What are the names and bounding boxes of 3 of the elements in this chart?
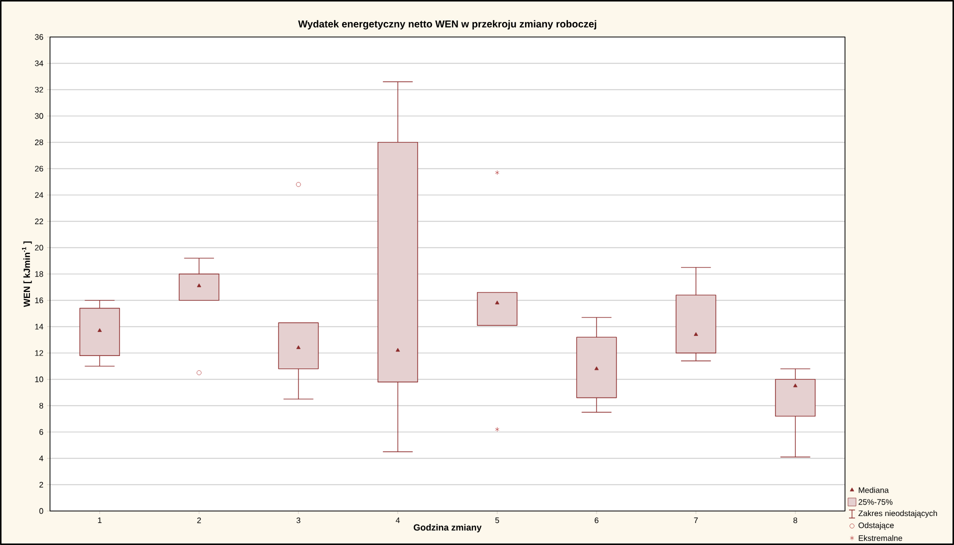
y-axis-title: WEN [ kJmin$^{-1}$ ] bbox=[22, 241, 32, 308]
x-axis-title: Godzina zmiany bbox=[414, 524, 482, 532]
chart-title: Wydatek energetyczny netto WEN w przekroju zmiany roboczej bbox=[298, 20, 596, 30]
